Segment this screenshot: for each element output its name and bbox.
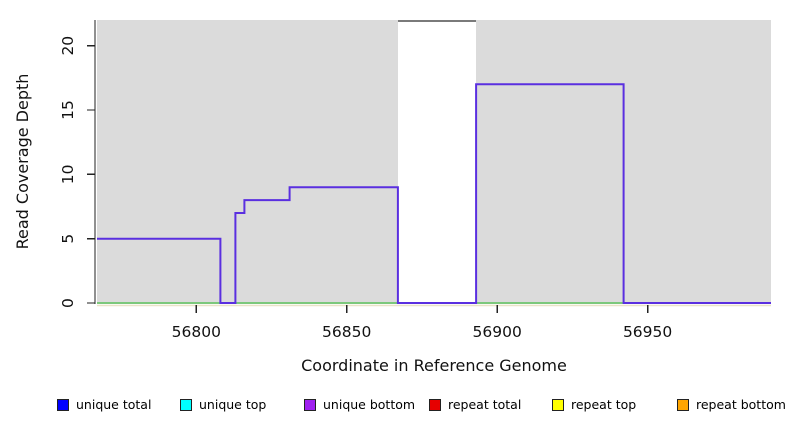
legend-label: unique bottom [323,397,416,412]
legend-swatch-icon [57,399,69,411]
legend-label: unique total [76,397,152,412]
legend-label: unique top [199,397,267,412]
y-axis-title: Read Coverage Depth [13,74,32,250]
unique-coverage-depth-line [97,83,771,304]
x-tick-label: 56850 [322,323,371,341]
legend-swatch-icon [677,399,689,411]
y-tick-label: 5 [59,234,77,244]
x-tick-label: 56950 [623,323,672,341]
y-tick-label: 0 [59,298,77,308]
legend-item-unique-total: unique total [57,398,151,412]
legend-item-repeat-top: repeat top [552,398,636,412]
x-tick-label: 56900 [473,323,522,341]
chart-legend: unique total unique top unique bottom repea… [0,394,792,424]
legend-swatch-icon [304,399,316,411]
legend-swatch-icon [429,399,441,411]
legend-item-repeat-total: repeat total [429,398,521,412]
y-tick-label: 15 [59,100,77,120]
legend-label: repeat total [448,397,522,412]
legend-swatch-icon [552,399,564,411]
reference-present-left [97,20,398,303]
legend-item-repeat-bottom: repeat bottom [677,398,786,412]
legend-label: repeat bottom [696,397,786,412]
y-tick-label: 20 [59,36,77,56]
x-tick-label: 56800 [172,323,221,341]
legend-item-unique-top: unique top [180,398,266,412]
legend-item-unique-bottom: unique bottom [304,398,415,412]
x-axis-title: Coordinate in Reference Genome [301,356,567,375]
legend-swatch-icon [180,399,192,411]
y-tick-label: 10 [59,165,77,185]
coverage-chart: 0 5 10 15 20 56800 56850 56900 56950 Coordinate i… [13,20,771,375]
legend-label: repeat top [571,397,637,412]
